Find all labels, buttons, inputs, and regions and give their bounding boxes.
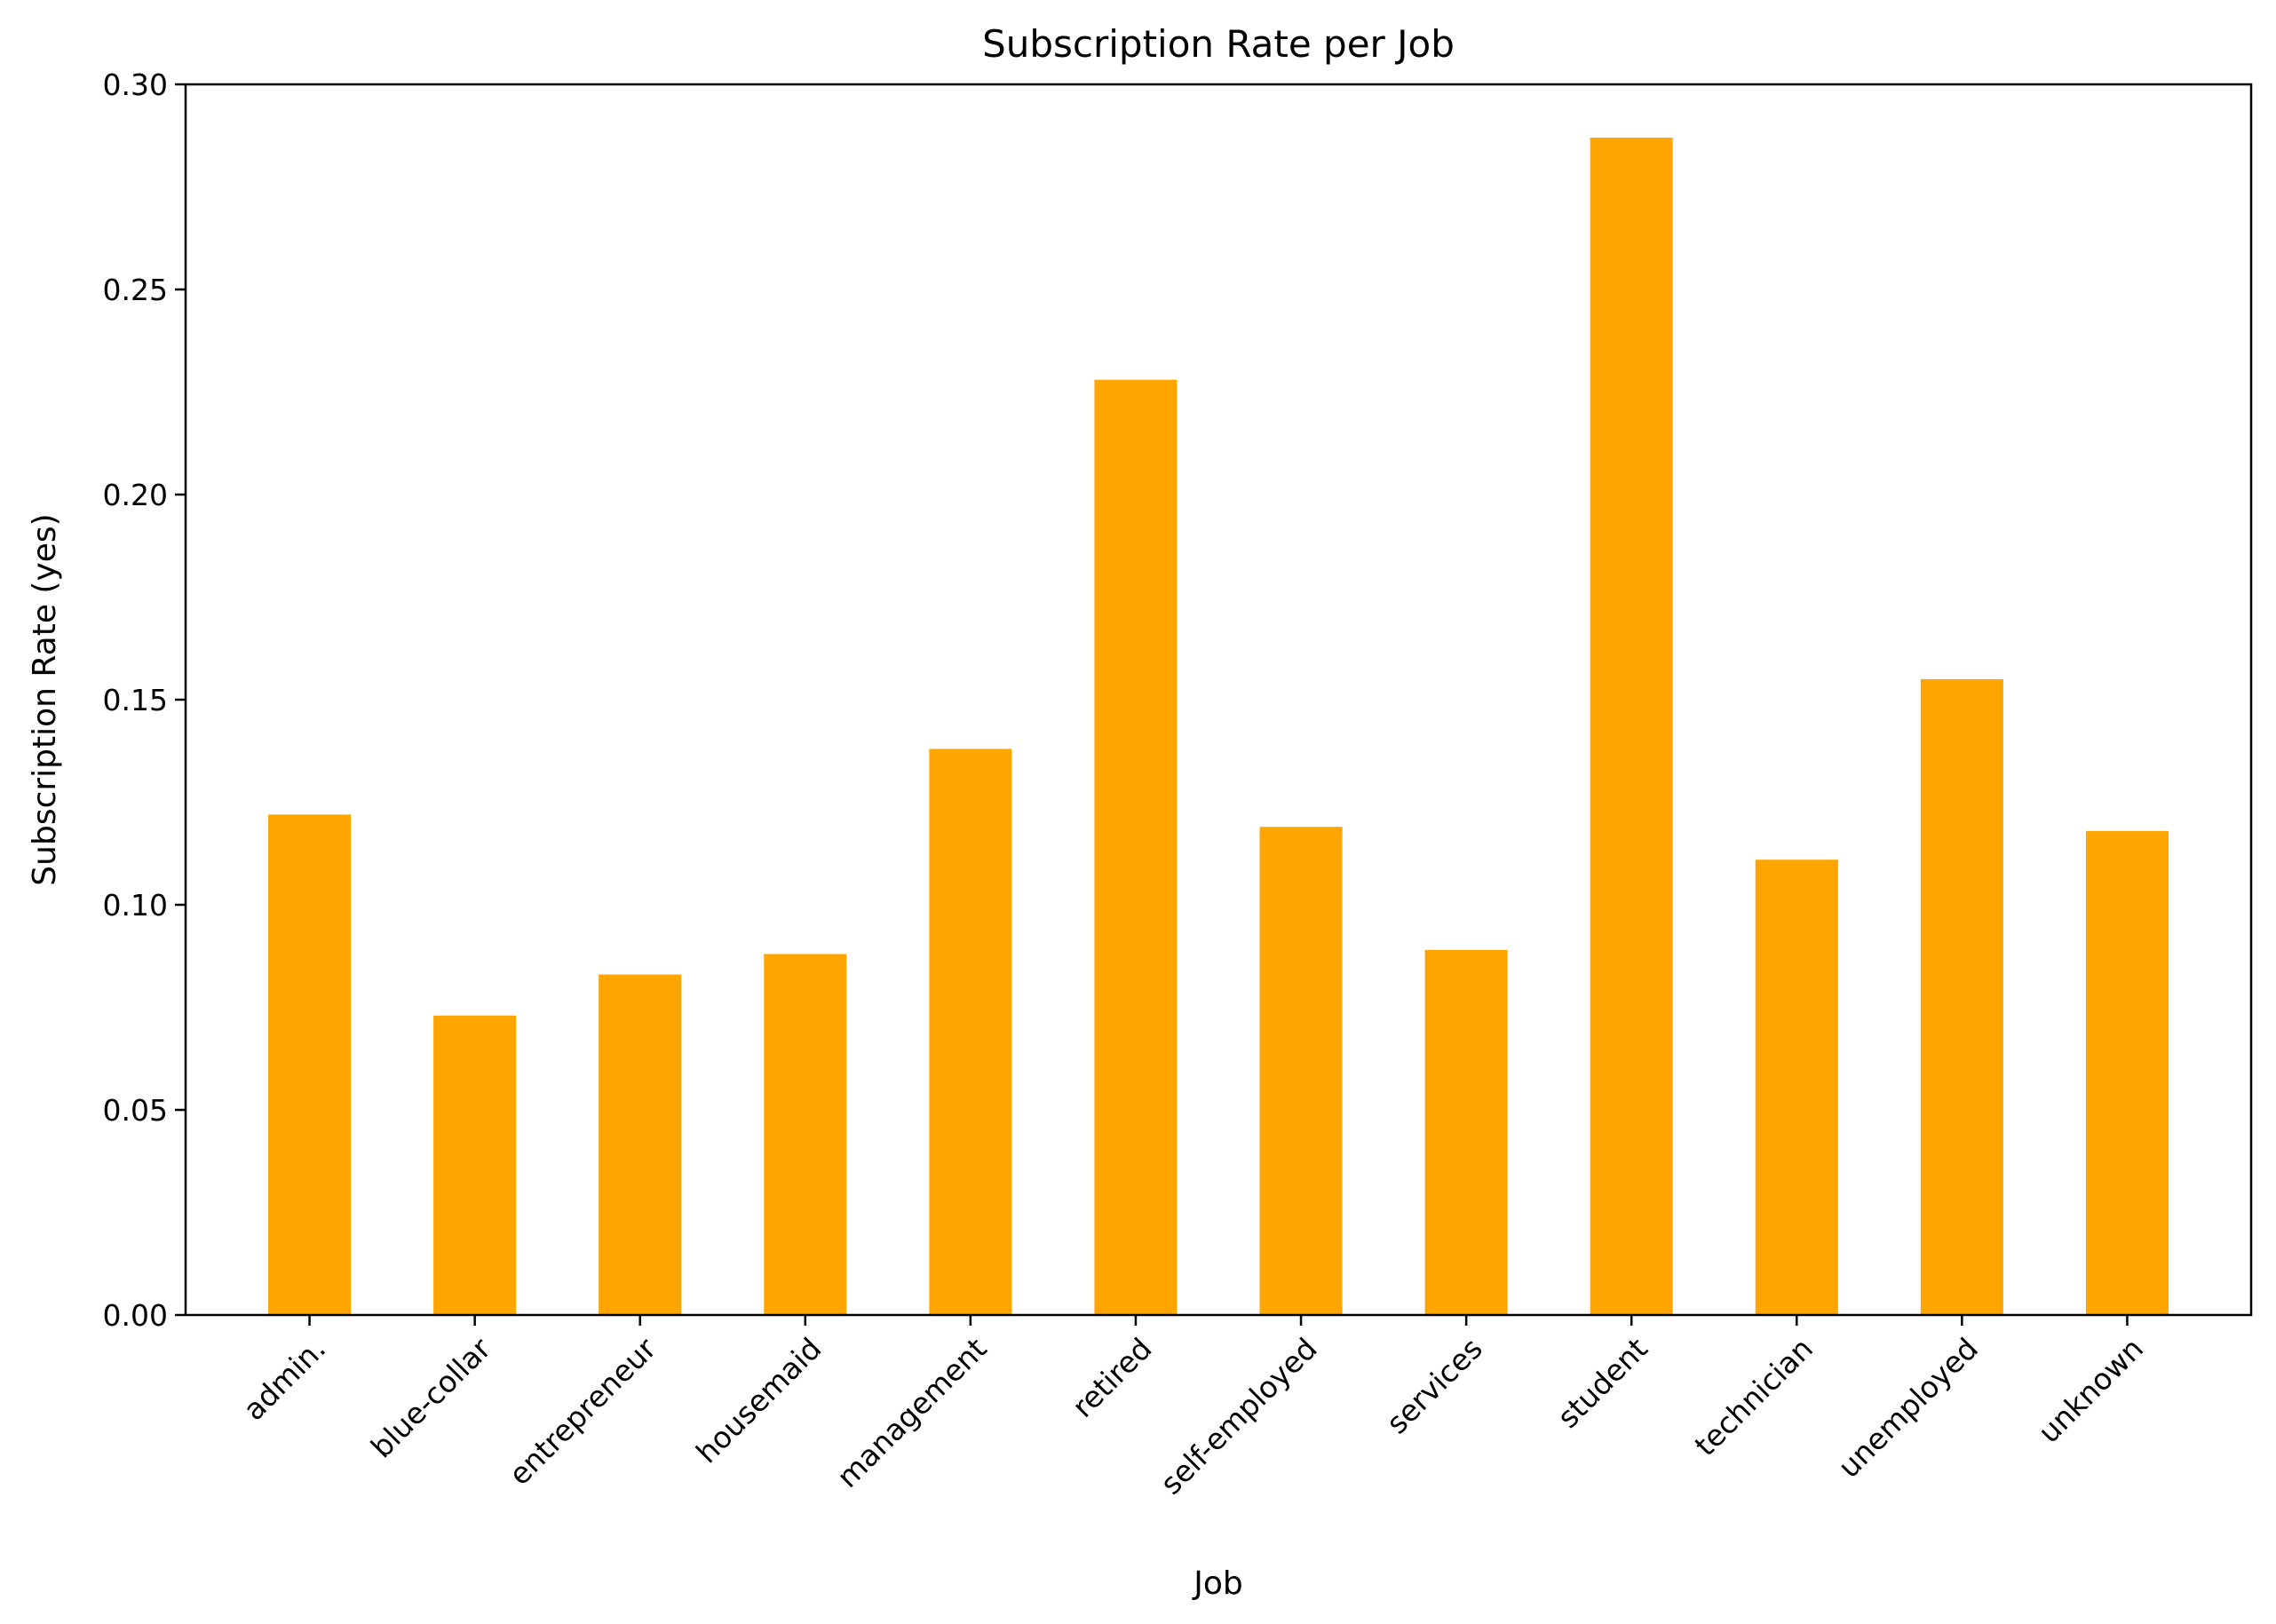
bar-admin — [268, 814, 352, 1315]
bar-unknown — [2085, 830, 2169, 1315]
y-tick-label: 0.00 — [103, 1298, 168, 1333]
bar-management — [929, 749, 1012, 1315]
y-tick-label: 0.15 — [103, 683, 168, 717]
bar-self-employed — [1259, 827, 1343, 1315]
plot-area-frame — [184, 83, 2253, 1317]
bar-retired — [1094, 379, 1178, 1315]
y-tick-label: 0.25 — [103, 273, 168, 307]
y-tick-label: 0.20 — [103, 478, 168, 512]
chart-title: Subscription Rate per Job — [982, 22, 1455, 66]
bar-technician — [1755, 860, 1838, 1315]
bar-blue-collar — [433, 1015, 517, 1315]
bar-unemployed — [1920, 678, 2003, 1315]
y-axis-title: Subscription Rate (yes) — [27, 513, 63, 885]
bars-layer — [268, 138, 2169, 1315]
bar-student — [1590, 138, 1673, 1315]
x-axis-title: Job — [1192, 1565, 1243, 1602]
y-tick-label: 0.30 — [103, 67, 168, 102]
y-tick-label: 0.05 — [103, 1093, 168, 1128]
y-axis-ticks: 0.00 0.05 0.10 0.15 0.20 0.25 0.30 — [103, 67, 186, 1333]
y-tick-label: 0.10 — [103, 888, 168, 923]
bar-housemaid — [764, 954, 847, 1315]
bar-entrepreneur — [599, 974, 682, 1315]
bar-services — [1424, 949, 1508, 1315]
